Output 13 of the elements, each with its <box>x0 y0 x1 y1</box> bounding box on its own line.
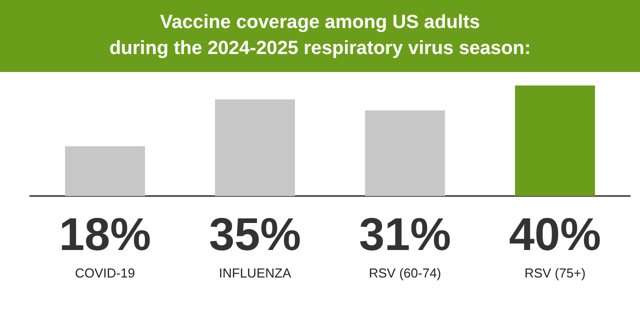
data-label: 40% <box>508 208 602 260</box>
x-tick-label: INFLUENZA <box>218 266 292 280</box>
bar <box>515 86 595 196</box>
x-tick-label: RSV (60-74) <box>368 266 442 280</box>
bar <box>65 146 145 196</box>
data-label: 18% <box>58 208 152 260</box>
x-tick-label: COVID-19 <box>75 266 135 280</box>
bar <box>365 110 445 196</box>
data-label: 35% <box>208 208 302 260</box>
bar <box>215 99 295 196</box>
chart-title: Vaccine coverage among US adults during the 2024-2025 respiratory virus season: <box>0 0 640 72</box>
data-label: 31% <box>358 208 452 260</box>
x-tick-label: RSV (75+) <box>524 266 586 280</box>
